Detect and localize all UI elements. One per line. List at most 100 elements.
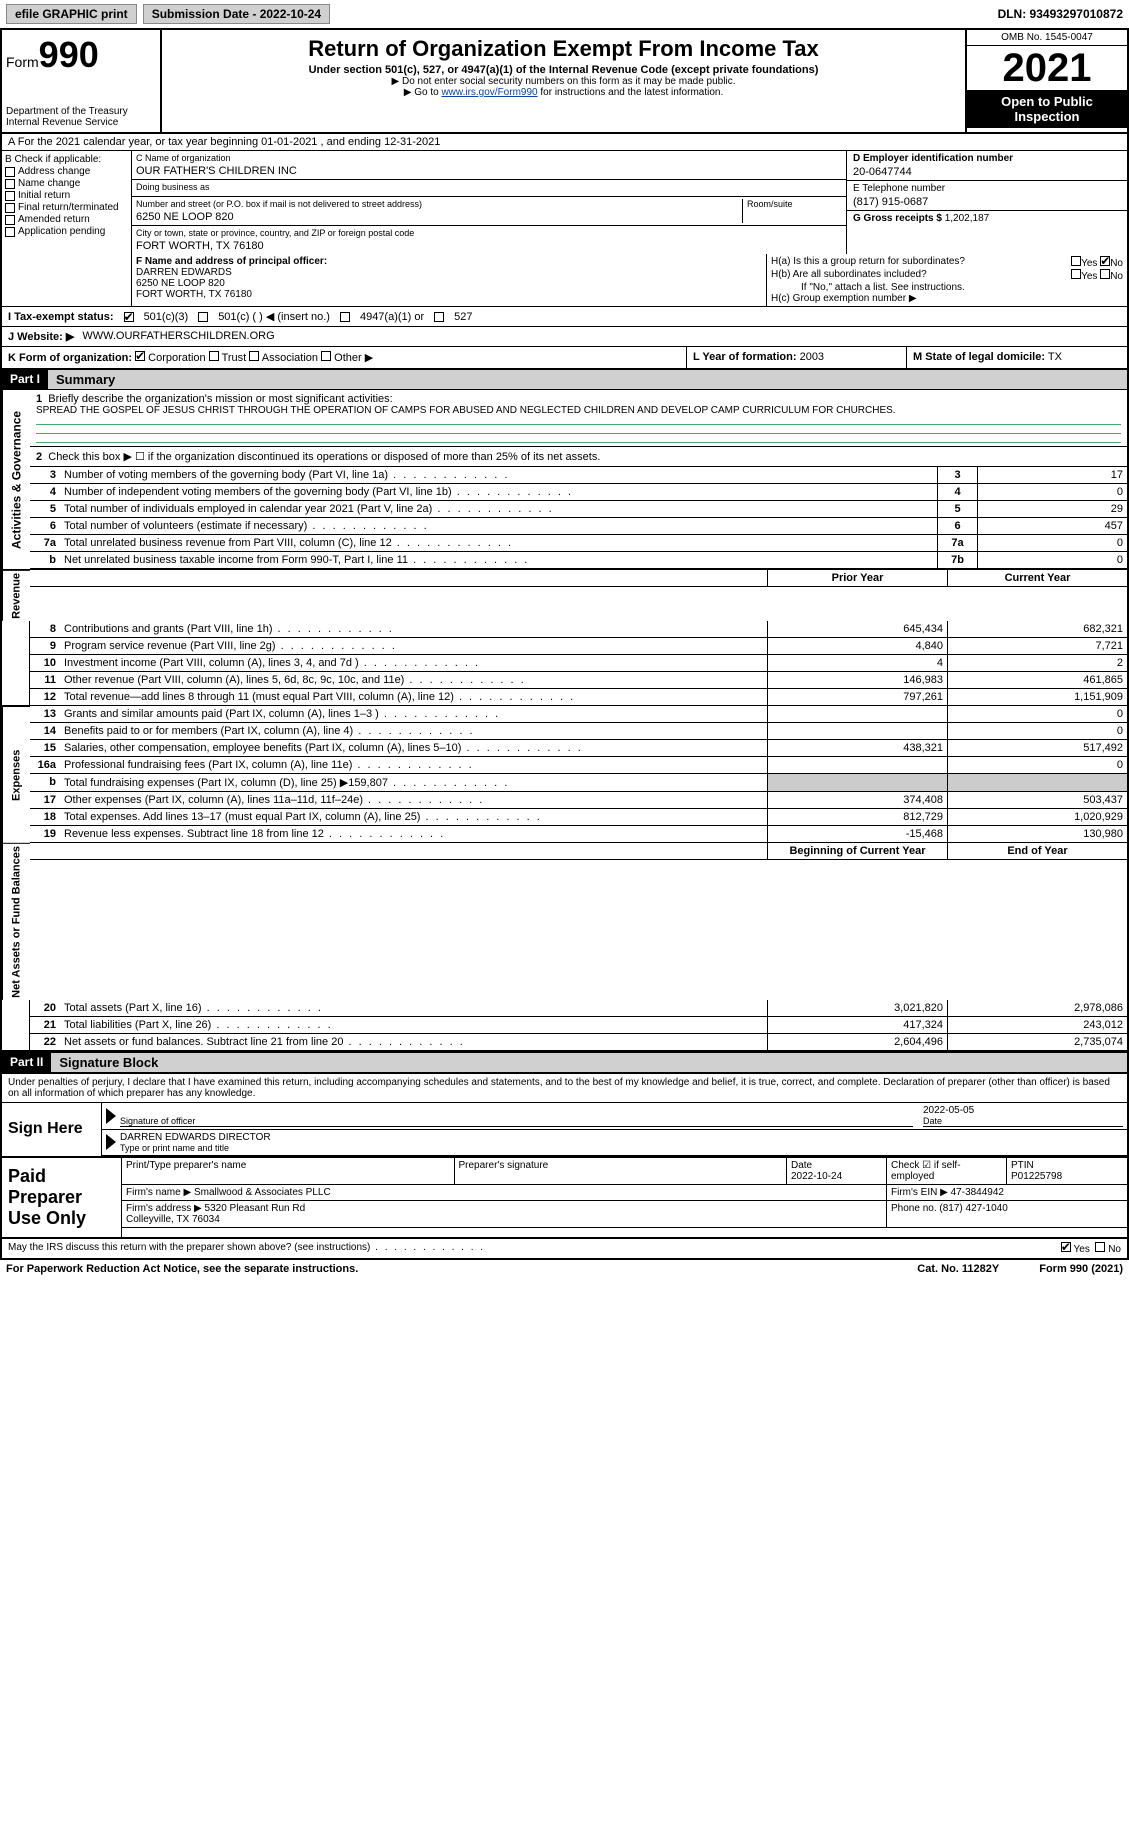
- sig-date: 2022-05-05: [923, 1105, 1123, 1116]
- chk-final-return[interactable]: [5, 203, 15, 213]
- tax-year: 2021: [967, 46, 1127, 90]
- firm-phone-label: Phone no.: [891, 1203, 937, 1214]
- org-name: OUR FATHER'S CHILDREN INC: [136, 163, 842, 177]
- street-label: Number and street (or P.O. box if mail i…: [136, 199, 742, 209]
- chk-501c3[interactable]: [124, 312, 134, 322]
- m-block: M State of legal domicile: TX: [907, 347, 1127, 368]
- part1-tag: Part I: [2, 370, 48, 389]
- summary-line: 3Number of voting members of the governi…: [30, 467, 1127, 484]
- form-subtitle: Under section 501(c), 527, or 4947(a)(1)…: [168, 64, 959, 76]
- irs-link[interactable]: www.irs.gov/Form990: [441, 87, 537, 98]
- j-label: J Website: ▶: [8, 330, 74, 343]
- gross-receipts: 1,202,187: [945, 213, 990, 224]
- ptin-value: P01225798: [1011, 1171, 1062, 1182]
- d-label: D Employer identification number: [853, 153, 1121, 164]
- ha-yes[interactable]: [1071, 256, 1081, 266]
- na-header: Net Assets or Fund Balances Beginning of…: [0, 843, 1129, 1000]
- irs-no-lbl: No: [1108, 1244, 1121, 1255]
- chk-corp[interactable]: [135, 351, 145, 361]
- chk-527[interactable]: [434, 312, 444, 322]
- chk-name-change[interactable]: [5, 179, 15, 189]
- chk-other[interactable]: [321, 351, 331, 361]
- officer-printed-name: DARREN EDWARDS DIRECTOR: [120, 1132, 1123, 1143]
- chk-app-pending[interactable]: [5, 227, 15, 237]
- summary-line: 5Total number of individuals employed in…: [30, 501, 1127, 518]
- chk-address-change[interactable]: [5, 167, 15, 177]
- c-name-label: C Name of organization: [136, 153, 842, 163]
- street-value: 6250 NE LOOP 820: [136, 209, 742, 223]
- note2-post: for instructions and the latest informat…: [538, 87, 724, 98]
- summary-line: 6Total number of volunteers (estimate if…: [30, 518, 1127, 535]
- pp-date: 2022-10-24: [791, 1171, 842, 1182]
- ein-value: 20-0647744: [853, 164, 1121, 178]
- irs-discuss-yes[interactable]: [1061, 1242, 1071, 1252]
- website-value: WWW.OURFATHERSCHILDREN.ORG: [82, 330, 274, 343]
- pp-date-label: Date: [791, 1160, 812, 1171]
- lbl-initial-return: Initial return: [18, 190, 70, 201]
- chk-amended-return[interactable]: [5, 215, 15, 225]
- arrow-icon: [106, 1108, 116, 1124]
- column-deg: D Employer identification number 20-0647…: [847, 151, 1127, 254]
- col-prior: Prior Year: [767, 570, 947, 587]
- q1-label: Briefly describe the organization's miss…: [48, 393, 392, 405]
- firm-phone: (817) 427-1040: [939, 1203, 1007, 1214]
- e-label: E Telephone number: [853, 183, 1121, 194]
- lbl-527: 527: [454, 311, 472, 323]
- irs-discuss-row: May the IRS discuss this return with the…: [0, 1239, 1129, 1260]
- form-note-1: ▶ Do not enter social security numbers o…: [168, 76, 959, 87]
- rev-header: Revenue Prior Year Current Year: [0, 570, 1129, 621]
- part1-ag: Activities & Governance 1 Briefly descri…: [0, 390, 1129, 570]
- form-header: Form990 Department of the Treasury Inter…: [0, 28, 1129, 134]
- room-label: Room/suite: [747, 199, 842, 209]
- ha-no[interactable]: [1100, 256, 1110, 266]
- submission-date-button[interactable]: Submission Date - 2022-10-24: [143, 4, 330, 24]
- part2-header-row: Part II Signature Block: [0, 1053, 1129, 1073]
- efile-print-button[interactable]: efile GRAPHIC print: [6, 4, 137, 24]
- lbl-4947: 4947(a)(1) or: [360, 311, 424, 323]
- type-name-label: Type or print name and title: [120, 1143, 1123, 1153]
- ha-label: H(a) Is this a group return for subordin…: [771, 256, 965, 269]
- h-block: H(a) Is this a group return for subordin…: [767, 254, 1127, 306]
- lbl-501c3: 501(c)(3): [144, 311, 189, 323]
- chk-trust[interactable]: [209, 351, 219, 361]
- line-i: I Tax-exempt status: 501(c)(3) 501(c) ( …: [0, 307, 1129, 327]
- paid-preparer-label: Paid Preparer Use Only: [2, 1158, 122, 1237]
- arrow-icon-2: [106, 1134, 116, 1150]
- l-value: 2003: [800, 351, 824, 363]
- hb-no-lbl: No: [1110, 271, 1123, 282]
- firm-name: Smallwood & Associates PLLC: [194, 1187, 331, 1198]
- officer-name: DARREN EDWARDS: [136, 267, 762, 278]
- chk-initial-return[interactable]: [5, 191, 15, 201]
- pp-check-label: Check ☑ if self-employed: [887, 1158, 1007, 1184]
- hb-label: H(b) Are all subordinates included?: [771, 269, 927, 282]
- vtab-ag: Activities & Governance: [2, 390, 30, 569]
- part1-header-row: Part I Summary: [0, 370, 1129, 390]
- omb-number: OMB No. 1545-0047: [967, 30, 1127, 46]
- line-klm: K Form of organization: Corporation Trus…: [0, 347, 1129, 370]
- hb-yes[interactable]: [1071, 269, 1081, 279]
- hb-no[interactable]: [1100, 269, 1110, 279]
- irs-discuss-no[interactable]: [1095, 1242, 1105, 1252]
- form-footer: Form 990 (2021): [1039, 1263, 1123, 1275]
- pp-name-label: Print/Type preparer's name: [122, 1158, 455, 1184]
- dba-value: [136, 192, 842, 194]
- mission-block: 1 Briefly describe the organization's mi…: [30, 390, 1127, 447]
- firm-addr-label: Firm's address ▶: [126, 1203, 202, 1214]
- chk-4947[interactable]: [340, 312, 350, 322]
- date-label: Date: [923, 1116, 1123, 1126]
- ptin-label: PTIN: [1011, 1160, 1034, 1171]
- line-j: J Website: ▶ WWW.OURFATHERSCHILDREN.ORG: [0, 327, 1129, 347]
- hb-note: If "No," attach a list. See instructions…: [771, 282, 1123, 293]
- chk-assoc[interactable]: [249, 351, 259, 361]
- chk-501c[interactable]: [198, 312, 208, 322]
- phone-value: (817) 915-0687: [853, 194, 1121, 208]
- vtab-exp: Expenses: [2, 706, 30, 843]
- header-middle: Return of Organization Exempt From Incom…: [162, 30, 967, 132]
- lbl-final-return: Final return/terminated: [18, 202, 119, 213]
- paperwork-notice: For Paperwork Reduction Act Notice, see …: [6, 1263, 917, 1275]
- q2-block: 2 Check this box ▶ ☐ if the organization…: [30, 447, 1127, 467]
- summary-line: 4Number of independent voting members of…: [30, 484, 1127, 501]
- firm-name-label: Firm's name ▶: [126, 1187, 191, 1198]
- l-block: L Year of formation: 2003: [687, 347, 907, 368]
- signature-block: Under penalties of perjury, I declare th…: [0, 1073, 1129, 1158]
